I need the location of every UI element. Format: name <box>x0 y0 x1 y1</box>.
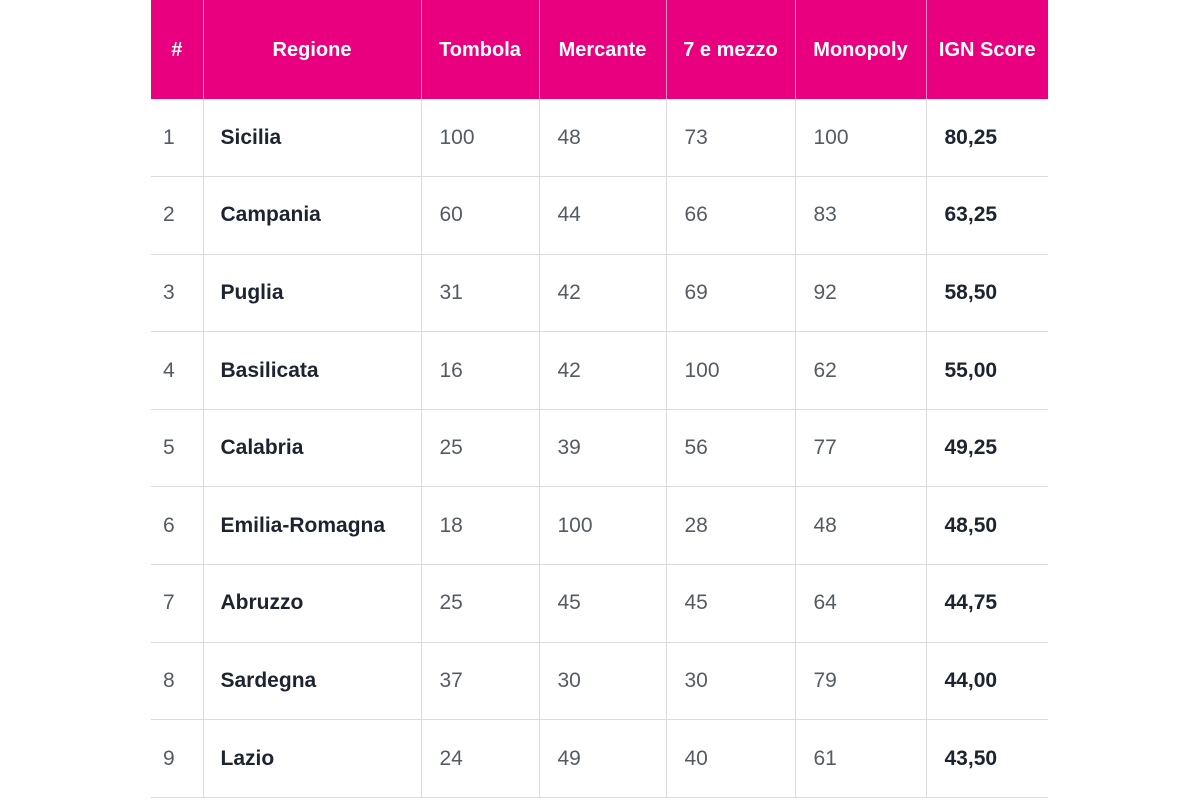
header-regione: Regione <box>202 0 421 99</box>
rank-cell: 8 <box>151 642 203 721</box>
monopoly-cell: 100 <box>794 99 926 178</box>
regione-cell: Abruzzo <box>202 564 421 643</box>
table-row: 9 Lazio 24 49 40 61 43,50 <box>151 719 1048 798</box>
ign-score-cell: 58,50 <box>925 254 1048 333</box>
rank-cell: 5 <box>151 409 203 488</box>
ign-score-cell: 80,25 <box>925 99 1048 178</box>
mercante-cell: 45 <box>538 564 666 643</box>
table-row: 7 Abruzzo 25 45 45 64 44,75 <box>151 564 1048 643</box>
regione-cell: Sardegna <box>202 642 421 721</box>
regione-cell: Emilia-Romagna <box>202 486 421 566</box>
header-mercante: Mercante <box>538 0 666 99</box>
regione-cell: Sicilia <box>202 99 421 178</box>
rank-cell: 4 <box>151 331 203 410</box>
ign-score-cell: 44,75 <box>925 564 1048 643</box>
ign-score-cell: 49,25 <box>925 409 1048 488</box>
tombola-cell: 100 <box>420 99 539 178</box>
7-e-mezzo-cell: 28 <box>665 486 795 566</box>
regione-cell: Calabria <box>202 409 421 488</box>
monopoly-cell: 64 <box>794 564 926 643</box>
tombola-cell: 18 <box>420 486 539 566</box>
header-tombola: Tombola <box>420 0 539 99</box>
monopoly-cell: 48 <box>794 486 926 566</box>
monopoly-cell: 77 <box>794 409 926 488</box>
rank-cell: 1 <box>151 99 203 178</box>
tombola-cell: 60 <box>420 176 539 255</box>
regione-cell: Campania <box>202 176 421 255</box>
7-e-mezzo-cell: 56 <box>665 409 795 488</box>
tombola-cell: 25 <box>420 564 539 643</box>
ign-score-cell: 48,50 <box>925 486 1048 566</box>
table-row: 5 Calabria 25 39 56 77 49,25 <box>151 409 1048 488</box>
mercante-cell: 30 <box>538 642 666 721</box>
mercante-cell: 48 <box>538 99 666 178</box>
rank-cell: 7 <box>151 564 203 643</box>
monopoly-cell: 62 <box>794 331 926 410</box>
7-e-mezzo-cell: 66 <box>665 176 795 255</box>
ign-score-cell: 43,50 <box>925 719 1048 798</box>
header-row: # Regione Tombola Mercante 7 e mezzo Mon… <box>151 0 1048 99</box>
tombola-cell: 31 <box>420 254 539 333</box>
table-row: 3 Puglia 31 42 69 92 58,50 <box>151 254 1048 333</box>
monopoly-cell: 83 <box>794 176 926 255</box>
mercante-cell: 44 <box>538 176 666 255</box>
7-e-mezzo-cell: 40 <box>665 719 795 798</box>
7-e-mezzo-cell: 100 <box>665 331 795 410</box>
rank-cell: 9 <box>151 719 203 798</box>
mercante-cell: 42 <box>538 331 666 410</box>
table-row: 8 Sardegna 37 30 30 79 44,00 <box>151 642 1048 721</box>
table-row: 2 Campania 60 44 66 83 63,25 <box>151 176 1048 255</box>
rank-cell: 6 <box>151 486 203 566</box>
rank-cell: 2 <box>151 176 203 255</box>
mercante-cell: 100 <box>538 486 666 566</box>
mercante-cell: 39 <box>538 409 666 488</box>
mercante-cell: 42 <box>538 254 666 333</box>
monopoly-cell: 92 <box>794 254 926 333</box>
7-e-mezzo-cell: 69 <box>665 254 795 333</box>
7-e-mezzo-cell: 30 <box>665 642 795 721</box>
7-e-mezzo-cell: 45 <box>665 564 795 643</box>
header-monopoly: Monopoly <box>794 0 926 99</box>
header-rank: # <box>151 0 203 99</box>
mercante-cell: 49 <box>538 719 666 798</box>
monopoly-cell: 61 <box>794 719 926 798</box>
table-body: 1 Sicilia 100 48 73 100 80,25 2 Campania 60 44 66 83… <box>151 99 1048 798</box>
7-e-mezzo-cell: 73 <box>665 99 795 178</box>
tombola-cell: 24 <box>420 719 539 798</box>
tombola-cell: 16 <box>420 331 539 410</box>
tombola-cell: 25 <box>420 409 539 488</box>
regione-cell: Puglia <box>202 254 421 333</box>
ranking-table-container: # Regione Tombola Mercante 7 e mezzo Mon… <box>151 0 1048 798</box>
regione-cell: Basilicata <box>202 331 421 410</box>
table-row: 6 Emilia-Romagna 18 100 28 48 48,50 <box>151 486 1048 566</box>
regione-cell: Lazio <box>202 719 421 798</box>
ign-score-cell: 55,00 <box>925 331 1048 410</box>
monopoly-cell: 79 <box>794 642 926 721</box>
ranking-table: # Regione Tombola Mercante 7 e mezzo Mon… <box>151 0 1048 798</box>
table-row: 4 Basilicata 16 42 100 62 55,00 <box>151 331 1048 410</box>
header-ign-score: IGN Score <box>925 0 1048 99</box>
tombola-cell: 37 <box>420 642 539 721</box>
rank-cell: 3 <box>151 254 203 333</box>
ign-score-cell: 63,25 <box>925 176 1048 255</box>
table-row: 1 Sicilia 100 48 73 100 80,25 <box>151 99 1048 178</box>
table-header: # Regione Tombola Mercante 7 e mezzo Mon… <box>151 0 1048 99</box>
ign-score-cell: 44,00 <box>925 642 1048 721</box>
header-7-e-mezzo: 7 e mezzo <box>665 0 795 99</box>
